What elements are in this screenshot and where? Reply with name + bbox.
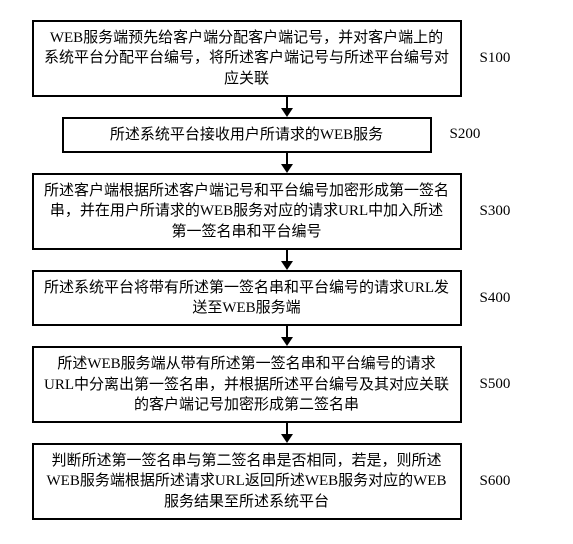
step-row: WEB服务端预先给客户端分配客户端记号，并对客户端上的系统平台分配平台编号，将所… — [32, 20, 542, 97]
step-box-s300: 所述客户端根据所述客户端记号和平台编号加密形成第一签名串，并在用户所请求的WEB… — [32, 173, 462, 250]
step-row: 判断所述第一签名串与第二签名串是否相同，若是，则所述WEB服务端根据所述请求UR… — [32, 443, 542, 520]
step-box-s500: 所述WEB服务端从带有所述第一签名串和平台编号的请求URL中分离出第一签名串，并… — [32, 346, 462, 423]
arrow — [72, 250, 502, 270]
arrow-down-icon — [280, 97, 294, 117]
step-label-s300: S300 — [480, 203, 511, 220]
step-row: 所述系统平台将带有所述第一签名串和平台编号的请求URL发送至WEB服务端 S40… — [32, 270, 542, 327]
arrow-down-icon — [280, 250, 294, 270]
step-label-s100: S100 — [480, 50, 511, 67]
arrow — [72, 153, 502, 173]
arrow — [72, 326, 502, 346]
step-label-s500: S500 — [480, 376, 511, 393]
arrow-down-icon — [280, 153, 294, 173]
step-box-s600: 判断所述第一签名串与第二签名串是否相同，若是，则所述WEB服务端根据所述请求UR… — [32, 443, 462, 520]
step-row: 所述客户端根据所述客户端记号和平台编号加密形成第一签名串，并在用户所请求的WEB… — [32, 173, 542, 250]
arrow-down-icon — [280, 423, 294, 443]
step-label-s400: S400 — [480, 290, 511, 307]
step-box-s200: 所述系统平台接收用户所请求的WEB服务 — [62, 117, 432, 153]
step-box-s100: WEB服务端预先给客户端分配客户端记号，并对客户端上的系统平台分配平台编号，将所… — [32, 20, 462, 97]
step-label-s600: S600 — [480, 473, 511, 490]
arrow — [72, 423, 502, 443]
step-row: 所述WEB服务端从带有所述第一签名串和平台编号的请求URL中分离出第一签名串，并… — [32, 346, 542, 423]
step-label-s200: S200 — [450, 126, 481, 143]
step-box-s400: 所述系统平台将带有所述第一签名串和平台编号的请求URL发送至WEB服务端 — [32, 270, 462, 327]
arrow — [72, 97, 502, 117]
step-row: 所述系统平台接收用户所请求的WEB服务 S200 — [32, 117, 542, 153]
flowchart: WEB服务端预先给客户端分配客户端记号，并对客户端上的系统平台分配平台编号，将所… — [32, 20, 542, 520]
arrow-down-icon — [280, 326, 294, 346]
